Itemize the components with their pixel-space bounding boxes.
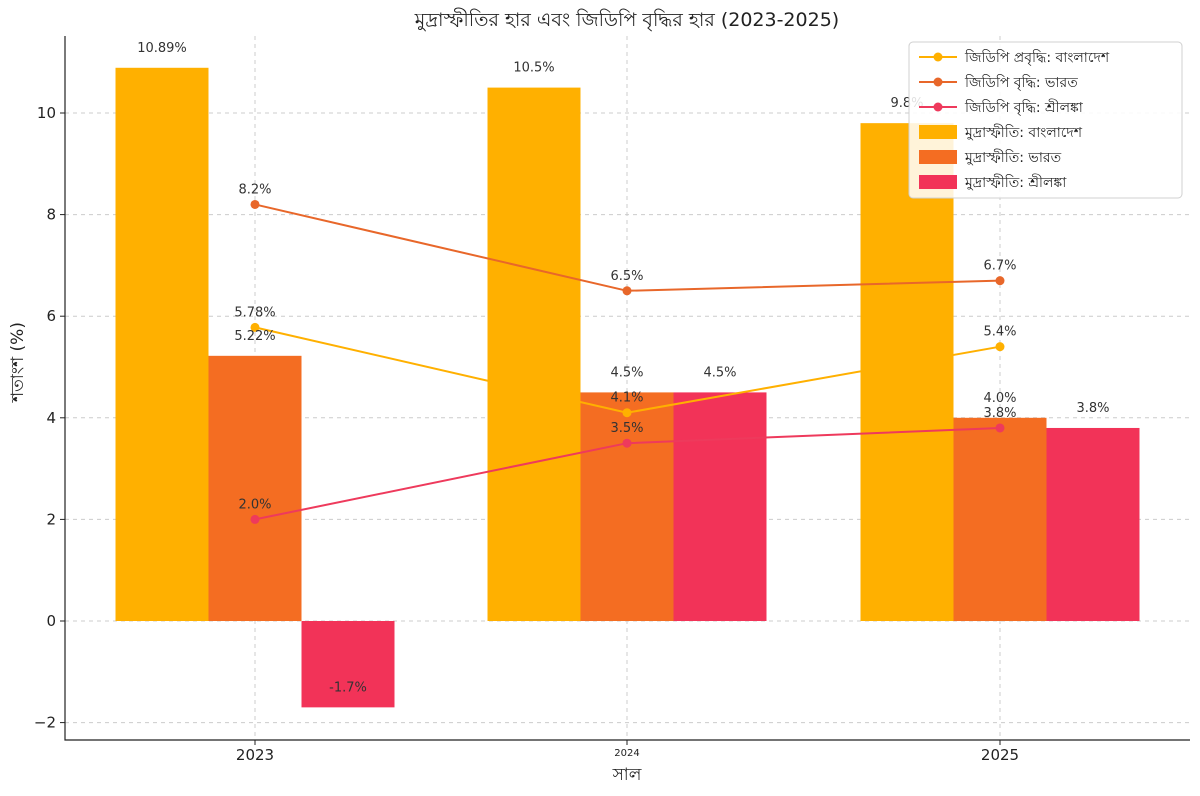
- bar: [673, 392, 767, 621]
- bar: [115, 67, 209, 621]
- bar: [208, 355, 302, 621]
- line-point: [622, 408, 632, 418]
- y-tick-label: 2: [46, 510, 56, 528]
- bar: [487, 87, 581, 622]
- x-axis-label: সাল: [612, 765, 642, 785]
- line-point: [250, 514, 260, 524]
- line-data-label: 8.2%: [238, 182, 271, 197]
- bar-data-label: 10.89%: [137, 41, 187, 56]
- legend-box: [908, 41, 1183, 199]
- line-data-label: 3.5%: [610, 421, 643, 436]
- legend-label: জিডিপি বৃদ্ধি: ভারত: [964, 74, 1078, 91]
- line-point: [995, 276, 1005, 286]
- legend-bar-swatch: [919, 175, 957, 189]
- legend-marker: [933, 77, 943, 87]
- axes-layer: −2 0 2 4 6 8 10 2023 2024 2025: [34, 36, 1190, 764]
- line-data-label: 3.8%: [983, 406, 1016, 421]
- y-tick-label: 10: [37, 104, 56, 122]
- x-tick-label: 2023: [236, 746, 274, 764]
- legend-bar-swatch: [919, 125, 957, 139]
- bar: [860, 123, 954, 621]
- line-point: [995, 342, 1005, 352]
- x-tick-label: 2024: [614, 748, 639, 759]
- line-data-label: 6.5%: [610, 269, 643, 284]
- legend-label: মুদ্রাস্ফীতি: শ্রীলঙ্কা: [964, 174, 1067, 191]
- legend-label: মুদ্রাস্ফীতি: বাংলাদেশ: [964, 124, 1083, 141]
- line-point: [250, 199, 260, 209]
- line-layer: [250, 199, 1005, 524]
- line-data-label: 2.0%: [238, 497, 271, 512]
- legend-label: জিডিপি প্রবৃদ্ধি: বাংলাদেশ: [964, 49, 1110, 66]
- axis-spine: [64, 36, 1190, 741]
- bar-data-label: -1.7%: [329, 680, 367, 695]
- line-data-label: 5.78%: [234, 305, 275, 320]
- data-label-layer: 10.89%10.5%9.8%5.22%4.5%4.0%-1.7%4.5%3.8…: [137, 41, 1109, 696]
- bar-layer: [115, 67, 1140, 708]
- bar-data-label: 10.5%: [513, 61, 554, 76]
- bar-data-label: 5.22%: [234, 329, 275, 344]
- line-data-label: 4.1%: [610, 391, 643, 406]
- legend-marker: [933, 102, 943, 112]
- y-tick-label: 0: [46, 612, 56, 630]
- x-tick-label: 2025: [981, 746, 1019, 764]
- y-tick-label: 8: [46, 206, 56, 224]
- line-point: [250, 322, 260, 332]
- legend: জিডিপি প্রবৃদ্ধি: বাংলাদেশ জিডিপি বৃদ্ধি:…: [908, 41, 1183, 199]
- chart-title: মুদ্রাস্ফীতির হার এবং জিডিপি বৃদ্ধির হার…: [414, 8, 839, 31]
- line-data-label: 5.4%: [983, 325, 1016, 340]
- legend-label: মুদ্রাস্ফীতি: ভারত: [964, 149, 1062, 166]
- bar: [1046, 427, 1140, 621]
- y-tick-label: −2: [34, 714, 56, 732]
- y-tick-label: 6: [46, 307, 56, 325]
- y-tick-label: 4: [46, 409, 56, 427]
- bar: [301, 621, 395, 708]
- line-data-label: 6.7%: [983, 259, 1016, 274]
- bar: [580, 392, 674, 621]
- bar-data-label: 3.8%: [1076, 401, 1109, 416]
- line-point: [995, 423, 1005, 433]
- bar-data-label: 4.0%: [983, 391, 1016, 406]
- line-point: [622, 286, 632, 296]
- bar: [953, 417, 1047, 621]
- y-axis-label: শতাংশ (%): [8, 322, 28, 403]
- legend-label: জিডিপি বৃদ্ধি: শ্রীলঙ্কা: [964, 99, 1084, 116]
- legend-bar-swatch: [919, 150, 957, 164]
- line-point: [622, 438, 632, 448]
- legend-marker: [933, 52, 943, 62]
- bar-data-label: 4.5%: [610, 365, 643, 380]
- bar-data-label: 4.5%: [703, 365, 736, 380]
